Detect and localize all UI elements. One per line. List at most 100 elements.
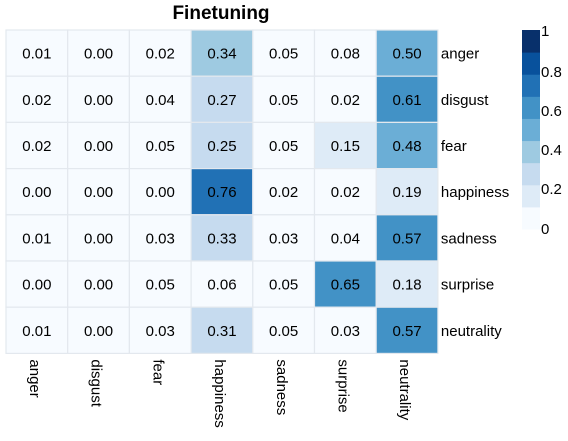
heatmap-cell-surprise-anger: [5, 260, 69, 308]
column-label-anger: anger: [26, 359, 43, 397]
colorbar-step-2: [522, 162, 540, 186]
cell-value-labels: 0.01 0.00 0.02 0.34 0.05 0.08 0.50 0.02 0.00 0.04…: [22, 46, 421, 340]
heatmap-cell-fear-neutrality: [375, 121, 439, 170]
heatmap-cell-neutrality-fear: [128, 306, 192, 355]
cell-value-disgust-sadness: 0.05: [269, 92, 298, 109]
heatmap-cell-fear-disgust: [67, 121, 130, 170]
cell-value-sadness-disgust: 0.00: [84, 230, 113, 247]
colorbar-step-3: [522, 140, 540, 164]
cell-value-anger-anger: 0.01: [22, 46, 51, 63]
colorbar-tick-labels: 1 0.8 0.6 0.4 0.2 0: [541, 23, 562, 238]
heatmap-cell-happiness-disgust: [67, 168, 130, 216]
cell-value-anger-surprise: 0.08: [331, 46, 360, 63]
row-label-neutrality: neutrality: [441, 323, 502, 340]
cell-value-disgust-happiness: 0.27: [207, 92, 236, 109]
cell-value-disgust-neutrality: 0.61: [392, 92, 421, 109]
heatmap-cells: [5, 29, 439, 355]
cell-value-fear-fear: 0.05: [146, 138, 175, 155]
cell-value-fear-surprise: 0.15: [331, 138, 360, 155]
heatmap-cell-disgust-neutrality: [375, 75, 439, 123]
heatmap-cell-anger-anger: [5, 29, 69, 77]
heatmap-cell-surprise-happiness: [190, 260, 254, 308]
colorbar-step-7: [522, 52, 540, 75]
cell-value-disgust-fear: 0.04: [146, 92, 175, 109]
column-label-happiness: happiness: [211, 359, 228, 427]
colorbar-step-5: [522, 96, 540, 119]
heatmap-cell-fear-fear: [128, 121, 192, 170]
heatmap-cell-anger-surprise: [313, 29, 377, 77]
cell-value-neutrality-sadness: 0.05: [269, 323, 298, 340]
heatmap-cell-neutrality-anger: [5, 306, 69, 355]
cell-value-anger-disgust: 0.00: [84, 46, 113, 63]
cell-value-fear-neutrality: 0.48: [392, 138, 421, 155]
column-label-neutrality: neutrality: [396, 359, 413, 420]
colorbar-step-0: [522, 206, 540, 230]
cell-value-surprise-neutrality: 0.18: [392, 277, 421, 294]
heatmap-cell-neutrality-happiness: [190, 306, 254, 355]
cell-value-surprise-disgust: 0.00: [84, 277, 113, 294]
heatmap-cell-happiness-anger: [5, 168, 69, 216]
row-labels: anger disgust fear happiness sadness surprise…: [441, 46, 509, 340]
row-label-anger: anger: [441, 46, 479, 63]
cell-value-happiness-sadness: 0.02: [269, 184, 298, 201]
colorbar-tick-0: 1: [541, 23, 549, 40]
cell-value-happiness-disgust: 0.00: [84, 184, 113, 201]
cell-value-anger-fear: 0.02: [146, 46, 175, 63]
colorbar-tick-2: 0.6: [541, 103, 562, 120]
colorbar-step-8: [522, 30, 540, 53]
cell-value-anger-neutrality: 0.50: [392, 46, 421, 63]
heatmap-cell-neutrality-surprise: [313, 306, 377, 355]
cell-value-anger-happiness: 0.34: [207, 46, 236, 63]
colorbar-step-1: [522, 184, 540, 208]
cell-value-sadness-surprise: 0.04: [331, 230, 360, 247]
cell-value-neutrality-surprise: 0.03: [331, 323, 360, 340]
colorbar-tick-3: 0.4: [541, 142, 562, 159]
heatmap-cell-sadness-anger: [5, 214, 69, 262]
heatmap-cell-surprise-sadness: [252, 260, 316, 308]
heatmap-cell-fear-surprise: [313, 121, 377, 170]
heatmap-cell-fear-sadness: [252, 121, 316, 170]
heatmap-cell-happiness-surprise: [313, 168, 377, 216]
cell-value-neutrality-disgust: 0.00: [84, 323, 113, 340]
row-label-happiness: happiness: [441, 184, 509, 201]
cell-value-fear-anger: 0.02: [22, 138, 51, 155]
cell-value-surprise-sadness: 0.05: [269, 277, 298, 294]
cell-value-surprise-anger: 0.00: [22, 277, 51, 294]
cell-value-disgust-anger: 0.02: [22, 92, 51, 109]
colorbar: [522, 30, 540, 230]
heatmap-cell-surprise-neutrality: [375, 260, 439, 308]
cell-value-surprise-surprise: 0.65: [331, 277, 360, 294]
heatmap-cell-fear-happiness: [190, 121, 254, 170]
cell-value-disgust-surprise: 0.02: [331, 92, 360, 109]
column-label-fear: fear: [149, 359, 166, 385]
cell-value-sadness-anger: 0.01: [22, 230, 51, 247]
heatmap-cell-disgust-sadness: [252, 75, 316, 123]
cell-value-disgust-disgust: 0.00: [84, 92, 113, 109]
cell-value-neutrality-happiness: 0.31: [207, 323, 236, 340]
row-label-fear: fear: [441, 138, 467, 155]
cell-value-happiness-neutrality: 0.19: [392, 184, 421, 201]
column-label-sadness: sadness: [273, 359, 290, 415]
heatmap-cell-surprise-disgust: [67, 260, 130, 308]
heatmap-cell-happiness-neutrality: [375, 168, 439, 216]
row-label-sadness: sadness: [441, 230, 497, 247]
cell-value-fear-disgust: 0.00: [84, 138, 113, 155]
cell-value-sadness-neutrality: 0.57: [392, 230, 421, 247]
cell-value-neutrality-neutrality: 0.57: [392, 323, 421, 340]
row-label-surprise: surprise: [441, 277, 494, 294]
row-label-disgust: disgust: [441, 92, 489, 109]
cell-value-sadness-fear: 0.03: [146, 230, 175, 247]
colorbar-tick-5: 0: [541, 221, 549, 238]
chart-title: Finetuning: [172, 3, 269, 24]
heatmap-cell-anger-disgust: [67, 29, 130, 77]
heatmap-cell-disgust-fear: [128, 75, 192, 123]
cell-value-fear-sadness: 0.05: [269, 138, 298, 155]
colorbar-step-6: [522, 74, 540, 97]
heatmap-cell-neutrality-neutrality: [375, 306, 439, 355]
cell-value-happiness-fear: 0.00: [146, 184, 175, 201]
column-labels: anger disgust fear happiness sadness surprise…: [26, 359, 413, 427]
column-label-disgust: disgust: [88, 359, 105, 407]
colorbar-tick-4: 0.2: [541, 181, 562, 198]
cell-value-happiness-surprise: 0.02: [331, 184, 360, 201]
